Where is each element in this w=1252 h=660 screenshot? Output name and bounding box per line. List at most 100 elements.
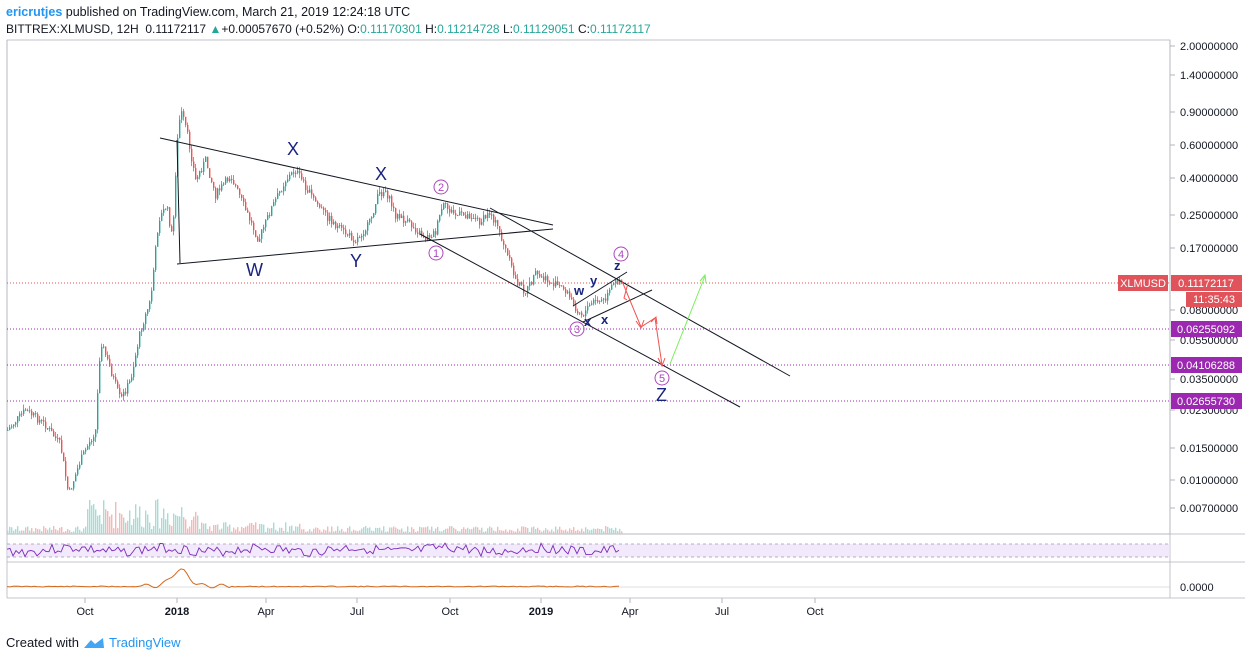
volume-bar xyxy=(331,526,333,534)
candle-body xyxy=(87,446,89,450)
candle-body xyxy=(37,413,39,423)
candle-body xyxy=(333,221,335,225)
candle-body xyxy=(213,181,215,188)
time-tick-label: Jul xyxy=(715,606,729,618)
wedge-upper-line[interactable] xyxy=(572,271,628,307)
candle-body xyxy=(59,438,61,440)
candle-body xyxy=(329,215,331,221)
candle-body xyxy=(147,309,149,314)
time-axis[interactable]: Oct 2018 Apr Jul Oct 2019 Apr Jul Oct xyxy=(76,598,824,618)
volume-bar xyxy=(207,529,209,534)
close-value: 0.11172117 xyxy=(589,22,651,36)
wedge-lower-line[interactable] xyxy=(582,289,653,323)
candle-body xyxy=(105,346,107,356)
candle-body xyxy=(99,361,101,394)
candle-body xyxy=(21,413,23,415)
open-label: O: xyxy=(347,22,361,36)
volume-bar xyxy=(285,522,287,534)
candle-body xyxy=(159,220,161,233)
wave-label-x1: x xyxy=(584,314,592,329)
candle-body xyxy=(335,221,337,228)
volume-bar xyxy=(75,527,77,534)
volume-bar xyxy=(175,515,177,534)
rsi-line xyxy=(6,542,620,558)
volume-bar xyxy=(121,514,123,534)
candle-body xyxy=(595,299,597,301)
candle-body xyxy=(235,184,237,186)
candle-body xyxy=(271,206,273,216)
volume-bar xyxy=(489,526,491,534)
candle-body xyxy=(233,180,235,185)
volume-bar xyxy=(469,529,471,534)
published-text: published on TradingView.com, March 21, … xyxy=(62,5,411,19)
candle-body xyxy=(197,176,199,180)
candle-body xyxy=(613,282,615,285)
candle-body xyxy=(35,413,37,415)
volume-bar xyxy=(127,520,129,534)
candle-body xyxy=(61,439,63,453)
trend-lines[interactable] xyxy=(159,137,791,408)
author-link[interactable]: ericrutjes xyxy=(6,5,63,19)
candle-body xyxy=(289,174,291,180)
volume-bar xyxy=(271,528,273,534)
volume-bar xyxy=(521,526,523,534)
candle-body xyxy=(527,286,529,294)
candle-body xyxy=(119,387,121,395)
candle-body xyxy=(81,454,83,465)
volume-bar xyxy=(369,527,371,534)
price-tick-label: 0.60000000 xyxy=(1180,140,1238,152)
volume-bar xyxy=(491,527,493,534)
candle-body xyxy=(125,391,127,394)
wave-number-2: 2 xyxy=(438,182,444,194)
wave-label-X2: X xyxy=(375,164,387,184)
volume-bar xyxy=(221,528,223,534)
volume-bar xyxy=(239,531,241,534)
candle-body xyxy=(581,312,583,316)
candle-body xyxy=(207,156,209,169)
candle-body xyxy=(7,429,9,431)
candle-body xyxy=(25,409,27,411)
volume-bar xyxy=(375,527,377,534)
candle-body xyxy=(597,300,599,302)
triangle-lower-line[interactable] xyxy=(176,228,554,265)
tradingview-logo-icon[interactable] xyxy=(83,636,105,650)
volume-bar xyxy=(499,530,501,534)
candle-body xyxy=(415,228,417,233)
candle-body xyxy=(553,282,555,287)
candle-body xyxy=(557,281,559,286)
candle-body xyxy=(129,380,131,384)
candle-body xyxy=(189,131,191,149)
open-value: 0.11170301 xyxy=(360,22,422,36)
candle-body xyxy=(411,221,413,228)
channel-lower-line[interactable] xyxy=(419,233,741,408)
candle-body xyxy=(379,191,381,195)
volume-bar xyxy=(507,531,509,534)
volume-bar xyxy=(587,529,589,534)
volume-bar xyxy=(459,531,461,534)
tradingview-brand[interactable]: TradingView xyxy=(108,635,181,650)
candle-body xyxy=(491,214,493,216)
volume-bar xyxy=(15,529,17,534)
level-tag-3 xyxy=(1171,393,1242,409)
candle-body xyxy=(263,227,265,230)
volume-bar xyxy=(547,529,549,534)
candle-body xyxy=(433,231,435,238)
triangle-vertical-line[interactable] xyxy=(176,139,181,264)
volume-bar xyxy=(423,527,425,534)
volume-bar xyxy=(107,511,109,534)
volume-bar xyxy=(621,531,623,534)
triangle-upper-line[interactable] xyxy=(159,137,554,226)
volume-bar xyxy=(365,526,367,534)
channel-upper-line[interactable] xyxy=(489,207,791,377)
candle-body xyxy=(583,315,585,317)
candle-body xyxy=(551,282,553,284)
volume-bar xyxy=(297,526,299,534)
candle-body xyxy=(593,299,595,304)
volume-bar xyxy=(337,526,339,534)
volume-bar xyxy=(433,530,435,534)
price-axis[interactable]: 2.00000000 1.40000000 0.90000000 0.60000000… xyxy=(1170,41,1238,515)
candle-body xyxy=(239,188,241,195)
volume-bar xyxy=(509,529,511,534)
last-price: 0.11172117 xyxy=(145,22,207,36)
